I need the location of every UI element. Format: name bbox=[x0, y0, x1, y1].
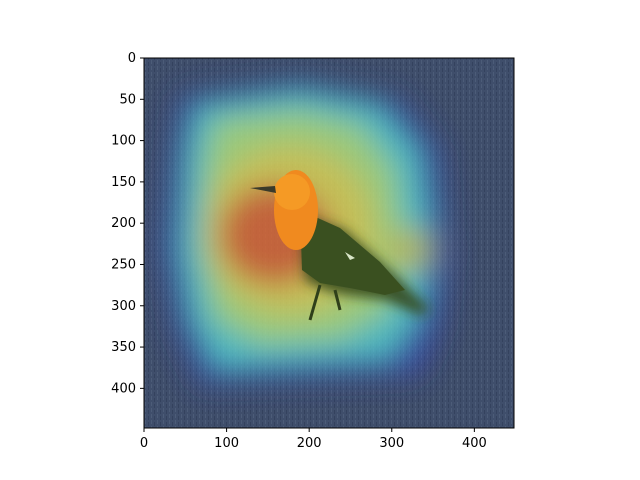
y-tick-label: 300 bbox=[111, 299, 136, 314]
y-tick-label: 200 bbox=[111, 216, 136, 231]
y-tick-label: 350 bbox=[111, 340, 136, 355]
x-tick-label: 300 bbox=[379, 436, 404, 451]
x-tick-label: 400 bbox=[462, 436, 487, 451]
heatmap-image bbox=[144, 58, 514, 428]
x-tick-label: 200 bbox=[297, 436, 322, 451]
x-tick-label: 0 bbox=[140, 436, 148, 451]
x-tick-label: 100 bbox=[214, 436, 239, 451]
y-tick-label: 100 bbox=[111, 134, 136, 149]
y-tick-label: 0 bbox=[128, 51, 136, 66]
bird bbox=[250, 170, 430, 321]
y-tick-label: 400 bbox=[111, 381, 136, 396]
y-tick-label: 50 bbox=[119, 92, 136, 107]
y-tick-label: 250 bbox=[111, 257, 136, 272]
y-tick-label: 150 bbox=[111, 175, 136, 190]
ticks: 0 100 200 300 400 0 50 100 150 200 250 300 350 400 bbox=[111, 51, 487, 451]
axes-frame bbox=[143, 57, 515, 429]
